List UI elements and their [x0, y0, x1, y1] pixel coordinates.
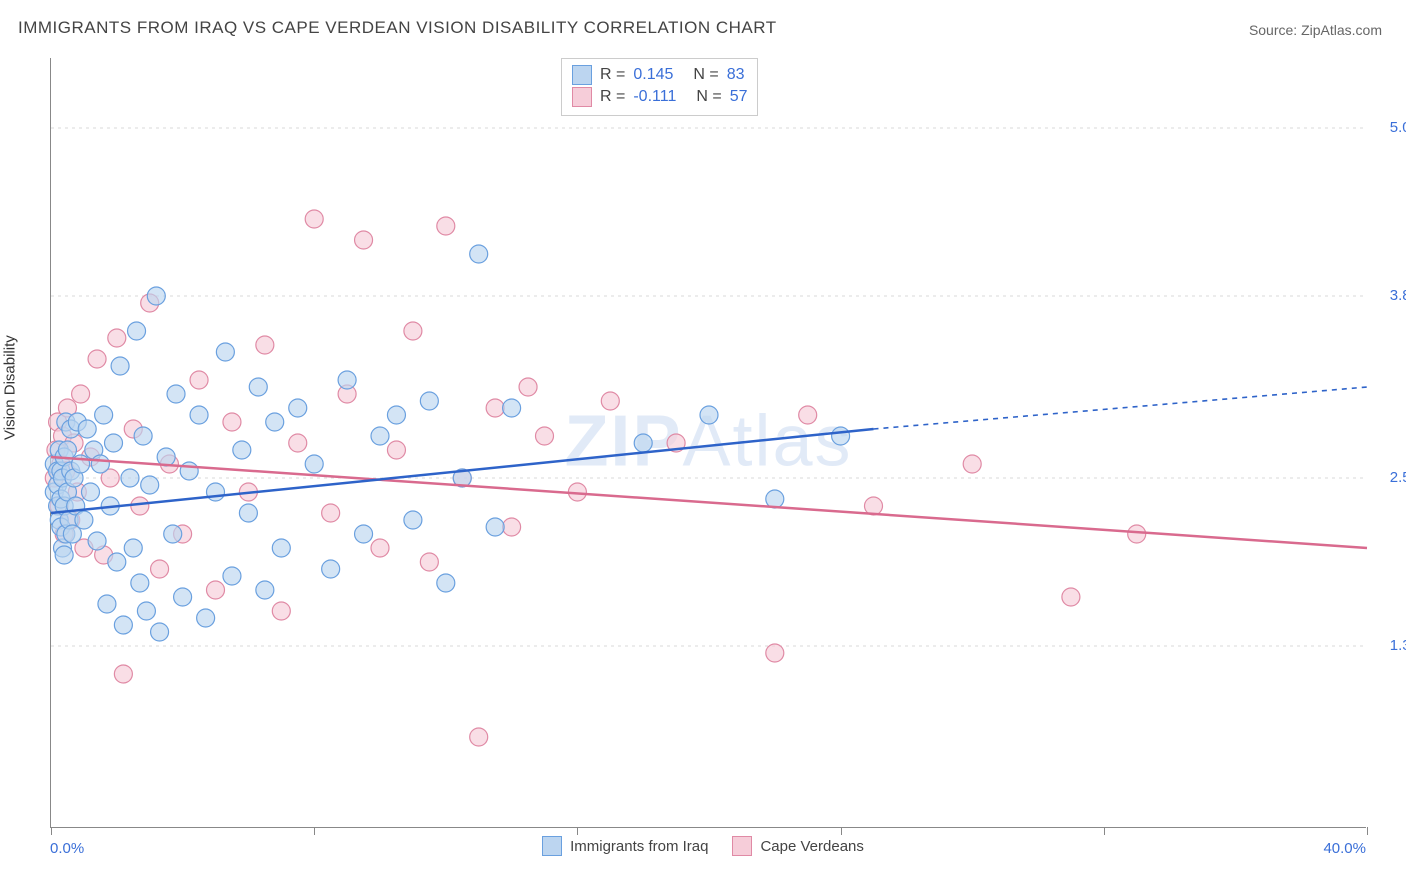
legend-label-capeverde: Cape Verdeans: [760, 838, 863, 855]
legend-item-iraq: Immigrants from Iraq: [542, 836, 708, 856]
r-label: R =: [600, 66, 625, 84]
bottom-legend: Immigrants from Iraq Cape Verdeans: [0, 836, 1406, 856]
legend-item-capeverde: Cape Verdeans: [732, 836, 863, 856]
n-value-iraq: 83: [727, 66, 745, 84]
chart-plot-area: ZIPAtlas 1.3%2.5%3.8%5.0% R = 0.145 N = …: [50, 58, 1366, 828]
r-value-iraq: 0.145: [633, 66, 673, 84]
r-label: R =: [600, 88, 625, 106]
y-tick-label: 5.0%: [1374, 119, 1406, 136]
swatch-capeverde: [572, 87, 592, 107]
x-tick: [841, 827, 842, 835]
r-value-capeverde: -0.111: [633, 88, 676, 106]
n-value-capeverde: 57: [730, 88, 748, 106]
x-tick: [1367, 827, 1368, 835]
x-tick: [314, 827, 315, 835]
y-tick-label: 3.8%: [1374, 287, 1406, 304]
swatch-iraq: [572, 65, 592, 85]
y-tick-label: 1.3%: [1374, 637, 1406, 654]
y-tick-label: 2.5%: [1374, 469, 1406, 486]
x-tick: [1104, 827, 1105, 835]
y-axis-label: Vision Disability: [2, 335, 19, 440]
legend-label-iraq: Immigrants from Iraq: [570, 838, 708, 855]
stats-row-capeverde: R = -0.111 N = 57: [572, 87, 747, 107]
legend-swatch-capeverde: [732, 836, 752, 856]
n-label: N =: [696, 88, 721, 106]
x-tick: [577, 827, 578, 835]
n-label: N =: [693, 66, 718, 84]
stats-legend: R = 0.145 N = 83 R = -0.111 N = 57: [561, 58, 758, 116]
x-tick: [51, 827, 52, 835]
legend-swatch-iraq: [542, 836, 562, 856]
source-attribution: Source: ZipAtlas.com: [1249, 22, 1382, 38]
stats-row-iraq: R = 0.145 N = 83: [572, 65, 747, 85]
chart-svg: [51, 58, 1367, 828]
chart-title: IMMIGRANTS FROM IRAQ VS CAPE VERDEAN VIS…: [18, 18, 777, 38]
